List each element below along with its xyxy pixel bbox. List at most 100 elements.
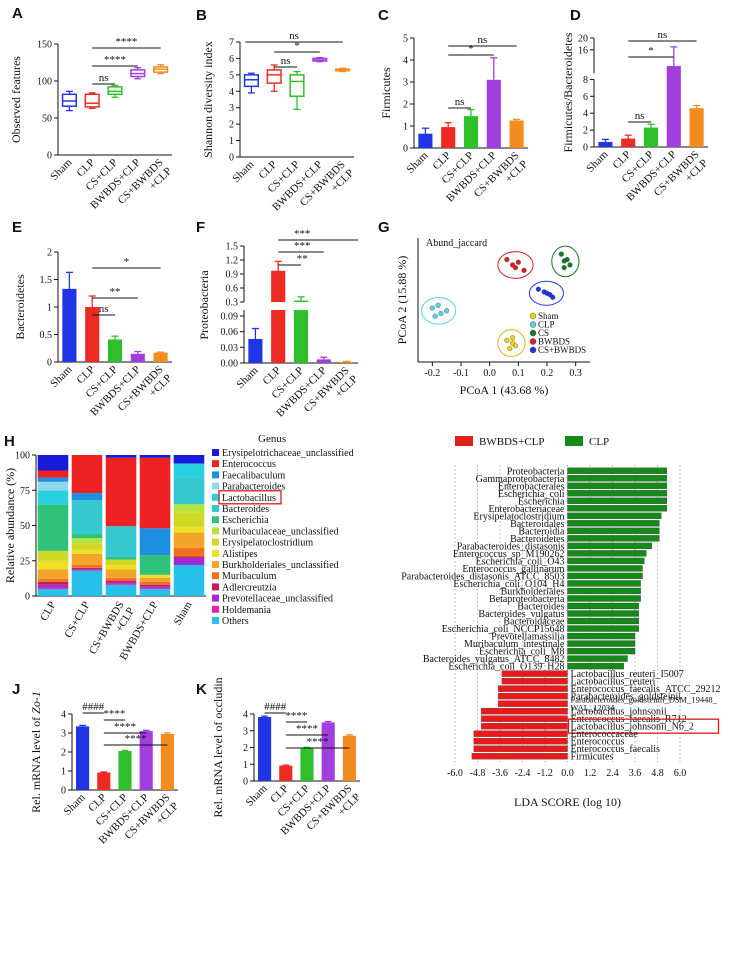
i-feature-label: Lactobacillus_reuteri <box>571 677 656 688</box>
j-y-tick-label: 2 <box>61 748 66 759</box>
e-x-label: Sham <box>48 363 75 390</box>
i-lda-bar <box>567 572 643 580</box>
g-x-tick-label: 0.2 <box>541 368 554 379</box>
h-stack-segment <box>105 457 137 527</box>
e-y-tick-label: 0 <box>47 358 52 369</box>
h-stack-segment <box>173 548 205 557</box>
i-lda-bar <box>567 632 636 640</box>
i-feature-label: Escherichia_coil_O139_H28 <box>448 662 564 673</box>
i-feature-label: Bacteroides <box>517 601 564 612</box>
h-legend-swatch <box>212 561 219 568</box>
h-legend-label: Lactobacillus <box>222 493 276 504</box>
g-legend-label: BWBDS <box>538 337 570 347</box>
d-bar <box>666 66 681 147</box>
h-stack-segment <box>71 564 103 568</box>
e-bar <box>107 339 123 362</box>
h-stack-segment <box>173 557 205 565</box>
f-y-tick-label: 1.5 <box>226 242 239 253</box>
a-y-label: Observed features <box>9 56 23 143</box>
k-x-label: CS+BWBDS+CLP <box>304 783 363 833</box>
g-x-label: PCoA 1 (43.68 %) <box>460 383 549 397</box>
f-y-tick-label: 0.03 <box>221 343 239 354</box>
h-legend-label: Enterococcus <box>222 459 276 470</box>
c-y-tick-label: 5 <box>403 34 408 45</box>
h-legend-swatch <box>212 505 219 512</box>
c-bar <box>418 133 433 148</box>
j-y-label: Rel. mRNA level of Zo-1 <box>29 691 43 813</box>
e-bar <box>85 307 100 362</box>
d-bar <box>689 108 704 147</box>
f-bar <box>271 310 286 363</box>
h-legend-label: Erysipelatoclostridium <box>222 538 313 549</box>
i-feature-label: Escherichia_coli_O43 <box>476 556 565 567</box>
h-stack-segment <box>71 549 103 554</box>
k-sig-label: **** <box>285 710 307 722</box>
h-legend-highlight-box <box>218 490 282 505</box>
g-point <box>521 267 527 273</box>
g-x-tick-label: -0.1 <box>453 368 469 379</box>
i-feature-label: Enterobacterales <box>498 481 565 492</box>
i-feature-label: Betaproteobacteria <box>489 594 565 605</box>
g-confidence-ellipse <box>551 245 580 278</box>
g-legend-label: Sham <box>538 311 559 321</box>
e-y-label: Bacteroidetes <box>13 274 27 340</box>
h-stack-segment <box>105 584 137 596</box>
h-stack-segment <box>71 567 103 570</box>
g-point <box>429 305 435 311</box>
e-bar <box>153 352 168 362</box>
h-legend-swatch <box>212 482 219 490</box>
h-legend-label: Others <box>222 616 249 627</box>
f-bar <box>339 361 354 363</box>
h-stack-segment <box>71 553 103 565</box>
h-stack-segment <box>37 490 69 505</box>
g-point <box>535 286 541 292</box>
h-stack-segment <box>105 455 137 458</box>
b-y-tick-label: 4 <box>229 87 234 98</box>
i-feature-label: WAL_12034 <box>571 703 616 713</box>
d-sig-label: * <box>648 45 654 57</box>
h-stack-segment <box>37 477 69 482</box>
h-legend-swatch <box>212 549 219 557</box>
c-sig-label: ns <box>455 96 465 108</box>
i-lda-bar <box>567 625 639 632</box>
k-y-label: Rel. mRNA level of occludin <box>211 677 225 817</box>
i-lda-bar <box>567 587 641 595</box>
i-lda-bar <box>481 723 568 730</box>
f-sig-label: ** <box>297 253 308 265</box>
panel-letter-D: D <box>570 7 581 24</box>
j-y-tick-label: 4 <box>61 710 66 721</box>
h-legend-label: Muribaculum <box>222 571 277 582</box>
d-y-tick-label: 6 <box>583 92 588 103</box>
i-x-tick-label: -1.2 <box>537 768 553 779</box>
b-x-label-line: Sham <box>230 158 257 185</box>
i-feature-label: Escherichia_coli <box>498 489 565 500</box>
h-legend-label: Erysipelotrichaceae_unclassified <box>222 448 354 459</box>
i-feature-label: Parabacteroides_goldsteinii <box>571 692 682 703</box>
g-legend-marker <box>529 338 537 345</box>
h-stack-segment <box>37 584 69 588</box>
i-lda-bar <box>471 753 568 760</box>
f-sig-label: *** <box>294 240 311 252</box>
f-bar-upper <box>271 270 286 302</box>
j-sig-label: #### <box>82 701 105 713</box>
b-y-label: Shannon diversity index <box>201 41 215 158</box>
i-x-tick-label: -4.8 <box>470 768 486 779</box>
h-stack-segment <box>105 577 137 581</box>
h-stack-segment <box>173 556 205 558</box>
g-confidence-ellipse <box>421 296 457 325</box>
g-legend-label: CLP <box>538 320 555 330</box>
h-stack-segment <box>37 455 69 471</box>
g-point <box>504 257 510 263</box>
i-x-tick-label: -6.0 <box>447 768 463 779</box>
d-sig-label: ns <box>658 29 668 41</box>
h-stack-segment <box>105 565 137 570</box>
i-lda-bar <box>567 602 639 610</box>
i-x-tick-label: 4.8 <box>651 768 664 779</box>
h-stack-segment <box>37 481 69 491</box>
i-lda-bar <box>567 595 641 602</box>
i-lda-bar <box>567 497 668 504</box>
g-point <box>561 258 567 264</box>
i-x-tick-label: 2.4 <box>606 768 619 779</box>
b-y-tick-label: 2 <box>229 120 234 131</box>
i-feature-label: Lactobacillus_reuteri_I5007 <box>571 669 684 680</box>
